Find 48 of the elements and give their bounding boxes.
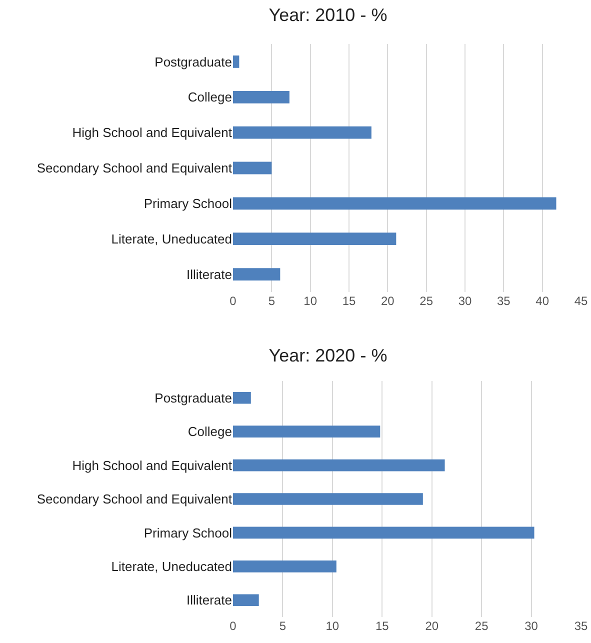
x-tick-label: 35 — [496, 294, 511, 308]
bar — [233, 426, 380, 438]
bar — [233, 268, 280, 280]
bar — [233, 459, 445, 472]
y-tick-label: Secondary School and Equivalent — [36, 160, 232, 176]
x-tick-label: 30 — [458, 294, 472, 308]
y-tick-label: Postgraduate — [154, 390, 232, 406]
y-tick-label: Literate, Uneducated — [111, 231, 232, 246]
x-tick-label: 10 — [326, 619, 340, 633]
x-tick-label: 35 — [574, 619, 588, 633]
x-tick-label: 25 — [474, 619, 489, 633]
x-tick-label: 0 — [230, 619, 237, 633]
y-tick-label: Primary School — [144, 196, 232, 211]
bar — [233, 197, 556, 210]
bar — [233, 493, 423, 505]
y-tick-label: College — [188, 90, 232, 105]
y-tick-label: Illiterate — [186, 266, 232, 282]
bar — [233, 56, 240, 68]
bar — [233, 526, 534, 539]
y-tick-label: Secondary School and Equivalent — [36, 492, 232, 507]
x-tick-label: 40 — [536, 294, 550, 308]
x-tick-label: 5 — [279, 619, 286, 633]
bar — [233, 232, 396, 246]
bar — [233, 560, 336, 572]
chart-title: Year: 2020 - % — [268, 345, 388, 366]
x-tick-label: 0 — [230, 294, 237, 308]
x-tick-label: 10 — [304, 294, 318, 308]
x-tick-label: 5 — [268, 294, 276, 308]
x-tick-label: 15 — [375, 619, 390, 633]
y-tick-label: Illiterate — [186, 592, 232, 608]
x-tick-label: 45 — [574, 294, 588, 308]
chart-title: Year: 2010 - % — [268, 4, 388, 25]
x-tick-label: 15 — [342, 294, 356, 308]
x-tick-label: 25 — [420, 294, 434, 308]
bar — [233, 162, 272, 174]
y-tick-label: High School and Equivalent — [72, 458, 232, 473]
y-tick-label: High School and Equivalent — [72, 125, 232, 140]
x-tick-label: 20 — [380, 294, 395, 308]
bar — [233, 392, 251, 404]
x-tick-label: 20 — [425, 619, 439, 633]
y-tick-label: Literate, Uneducated — [111, 558, 232, 574]
x-tick-label: 30 — [524, 619, 538, 633]
y-tick-label: Postgraduate — [154, 54, 232, 70]
y-tick-label: College — [188, 424, 232, 440]
y-tick-label: Primary School — [144, 525, 232, 540]
bar — [233, 594, 259, 606]
bar — [233, 90, 290, 104]
bar — [233, 126, 372, 139]
